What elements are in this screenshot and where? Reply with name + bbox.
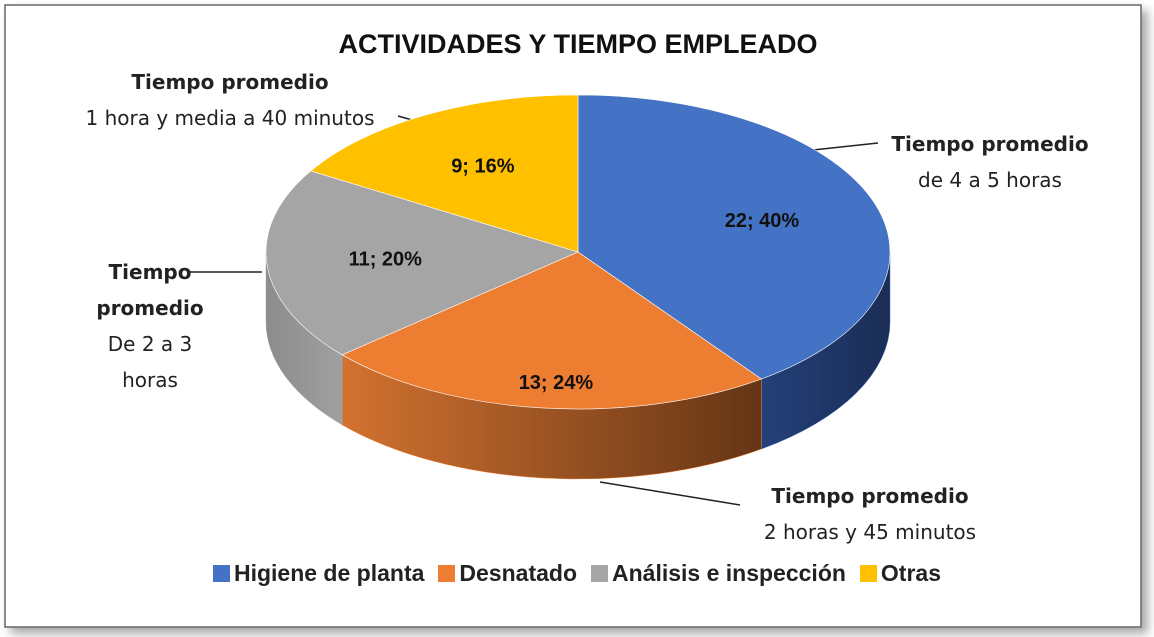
annotation: Tiempo promedio De 2 a 3 horas — [80, 254, 220, 398]
legend-swatch — [859, 565, 877, 582]
legend-item: Desnatado — [438, 560, 577, 587]
legend-item: Higiene de planta — [212, 560, 425, 587]
value-label: 13; 24% — [519, 372, 594, 394]
slice — [310, 94, 579, 253]
legend-swatch — [438, 565, 456, 582]
legend-item: Otras — [859, 560, 942, 587]
legend-swatch — [591, 565, 608, 582]
annotation-text: 2 horas y 45 minutos — [763, 520, 977, 544]
legend-label: Desnatado — [459, 560, 577, 586]
pie — [265, 94, 891, 480]
legend-label: Otras — [880, 560, 942, 586]
annotation-text: de 4 a 5 horas — [918, 168, 1062, 192]
slice — [265, 170, 579, 356]
value-label: 11; 20% — [349, 249, 423, 271]
annotation: Tiempo promedio de 4 a 5 horas — [880, 126, 1100, 198]
annotation-title: Tiempo promedio — [891, 132, 1089, 156]
annotation-title: Tiempo promedio — [96, 260, 204, 320]
legend-item: Análisis e inspección — [591, 560, 846, 587]
legend-label: Higiene de planta — [233, 560, 425, 586]
slice — [341, 251, 763, 410]
legend-swatch — [212, 565, 230, 582]
annotation-text: De 2 a 3 horas — [107, 332, 193, 392]
legend: Higiene de planta Desnatado Análisis e ins… — [0, 560, 1154, 587]
value-label: 22; 40% — [725, 210, 800, 232]
annotation: Tiempo promedio 2 horas y 45 minutos — [735, 478, 1005, 550]
annotation-text: 1 hora y media a 40 minutos — [85, 106, 375, 130]
slice — [577, 94, 891, 380]
value-label: 9; 16% — [451, 156, 515, 178]
leader-line — [599, 481, 741, 506]
chart-title: ACTIVIDADES Y TIEMPO EMPLEADO — [338, 29, 817, 59]
legend-label: Análisis e inspección — [612, 560, 846, 586]
annotation-title: Tiempo promedio — [771, 484, 969, 508]
annotation-title: Tiempo promedio — [131, 70, 329, 94]
annotation: Tiempo promedio 1 hora y media a 40 minut… — [40, 64, 420, 136]
